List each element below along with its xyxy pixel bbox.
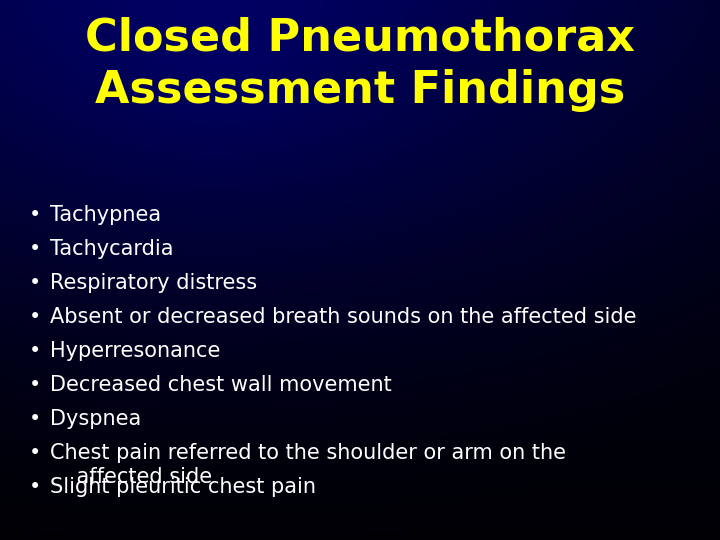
Text: •: • bbox=[29, 273, 41, 293]
Text: Respiratory distress: Respiratory distress bbox=[50, 273, 258, 293]
Text: •: • bbox=[29, 239, 41, 259]
Text: •: • bbox=[29, 443, 41, 463]
Text: Slight pleuritic chest pain: Slight pleuritic chest pain bbox=[50, 477, 316, 497]
Text: Decreased chest wall movement: Decreased chest wall movement bbox=[50, 375, 392, 395]
Text: Dyspnea: Dyspnea bbox=[50, 409, 142, 429]
Text: •: • bbox=[29, 477, 41, 497]
Text: Hyperresonance: Hyperresonance bbox=[50, 341, 221, 361]
Text: •: • bbox=[29, 307, 41, 327]
Text: Absent or decreased breath sounds on the affected side: Absent or decreased breath sounds on the… bbox=[50, 307, 637, 327]
Text: Tachycardia: Tachycardia bbox=[50, 239, 174, 259]
Text: Chest pain referred to the shoulder or arm on the
    affected side: Chest pain referred to the shoulder or a… bbox=[50, 443, 567, 487]
Text: Tachypnea: Tachypnea bbox=[50, 205, 161, 225]
Text: •: • bbox=[29, 375, 41, 395]
Text: •: • bbox=[29, 341, 41, 361]
Text: •: • bbox=[29, 409, 41, 429]
Text: Closed Pneumothorax
Assessment Findings: Closed Pneumothorax Assessment Findings bbox=[85, 16, 635, 112]
Text: •: • bbox=[29, 205, 41, 225]
